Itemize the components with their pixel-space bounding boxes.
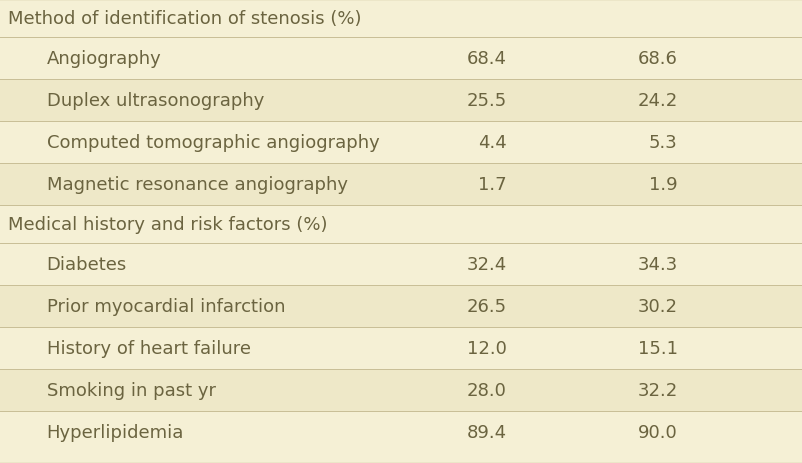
Text: Computed tomographic angiography: Computed tomographic angiography	[47, 134, 379, 152]
Bar	[0, 163, 802, 206]
Text: 4.4: 4.4	[478, 134, 507, 152]
Text: 26.5: 26.5	[467, 297, 507, 315]
Text: 90.0: 90.0	[638, 423, 678, 441]
Text: Angiography: Angiography	[47, 50, 161, 68]
Bar	[0, 327, 802, 369]
Text: 1.9: 1.9	[649, 175, 678, 194]
Text: 68.4: 68.4	[467, 50, 507, 68]
Text: Hyperlipidemia: Hyperlipidemia	[47, 423, 184, 441]
Bar	[0, 122, 802, 163]
Text: 68.6: 68.6	[638, 50, 678, 68]
Text: 12.0: 12.0	[467, 339, 507, 357]
Text: Smoking in past yr: Smoking in past yr	[47, 381, 216, 399]
Text: 30.2: 30.2	[638, 297, 678, 315]
Text: 25.5: 25.5	[467, 92, 507, 110]
Bar	[0, 0, 802, 38]
Text: Method of identification of stenosis (%): Method of identification of stenosis (%)	[8, 10, 362, 28]
Bar	[0, 285, 802, 327]
Text: 32.4: 32.4	[467, 256, 507, 274]
Text: 32.2: 32.2	[638, 381, 678, 399]
Bar	[0, 244, 802, 285]
Text: 28.0: 28.0	[467, 381, 507, 399]
Text: Medical history and risk factors (%): Medical history and risk factors (%)	[8, 216, 327, 233]
Text: 24.2: 24.2	[638, 92, 678, 110]
Bar	[0, 369, 802, 411]
Bar	[0, 38, 802, 80]
Text: 15.1: 15.1	[638, 339, 678, 357]
Text: 5.3: 5.3	[649, 134, 678, 152]
Text: History of heart failure: History of heart failure	[47, 339, 250, 357]
Bar	[0, 411, 802, 453]
Bar	[0, 80, 802, 122]
Text: Magnetic resonance angiography: Magnetic resonance angiography	[47, 175, 347, 194]
Text: 89.4: 89.4	[467, 423, 507, 441]
Text: Diabetes: Diabetes	[47, 256, 127, 274]
Bar	[0, 206, 802, 244]
Text: Duplex ultrasonography: Duplex ultrasonography	[47, 92, 264, 110]
Text: 1.7: 1.7	[478, 175, 507, 194]
Text: Prior myocardial infarction: Prior myocardial infarction	[47, 297, 285, 315]
Text: 34.3: 34.3	[638, 256, 678, 274]
